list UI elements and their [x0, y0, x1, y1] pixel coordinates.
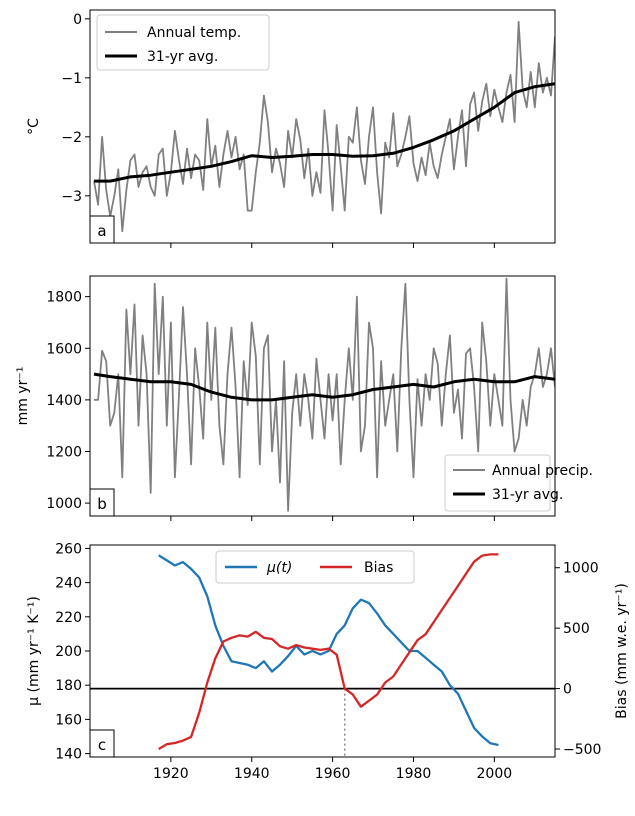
legend-label: Annual precip. — [492, 463, 593, 479]
plot-area-a — [93, 20, 555, 233]
panel-letter: b — [89, 488, 115, 517]
legend-label: Bias — [364, 560, 393, 576]
y-tick-label: 1400 — [46, 393, 82, 409]
panel-a-temperature: 0 −1 −2 −3 °C a Annual temp. 31-yr avg. — [26, 9, 556, 248]
y-tick-label: 1000 — [46, 496, 82, 512]
panel-letter-box — [89, 488, 115, 517]
plot-area-c — [90, 553, 555, 757]
y-tick-label: 0 — [73, 12, 82, 28]
x-tick-label: 1980 — [396, 766, 432, 782]
x-tick-label: 1940 — [234, 766, 270, 782]
panel-b-precipitation: 1000 1200 1400 1600 1800 mm yr⁻¹ b Annual preci… — [15, 275, 593, 521]
panel-letter: a — [89, 215, 115, 244]
y-tick-label: −2 — [61, 130, 82, 146]
plot-area-b — [93, 277, 555, 512]
y-right-tick-label: 1000 — [563, 561, 599, 577]
y-tick-label: 160 — [55, 712, 82, 728]
axes-frame — [89, 544, 556, 758]
panel-letter-text: a — [97, 222, 106, 240]
y-right-tick-label: 500 — [563, 621, 590, 637]
legend-label: μ(t) — [266, 560, 292, 576]
series-line-b-1 — [94, 277, 555, 512]
legend-label: Annual temp. — [147, 25, 241, 41]
y-axis-label: mm yr⁻¹ — [15, 367, 31, 426]
y-right-tick-label: −500 — [563, 742, 601, 758]
y-tick-label: 260 — [55, 541, 82, 557]
series-line-b-2 — [93, 372, 555, 402]
y-tick-label: 220 — [55, 610, 82, 626]
legend-a: Annual temp. 31-yr avg. — [96, 14, 270, 71]
legend-box — [96, 14, 270, 71]
y-axis-label: μ (mm yr⁻¹ K⁻¹) — [26, 596, 42, 706]
y-tick-label: 1800 — [46, 290, 82, 306]
legend-label: 31-yr avg. — [492, 487, 563, 503]
y-tick-label: 1200 — [46, 444, 82, 460]
x-tick-label: 2000 — [477, 766, 513, 782]
y-tick-label: 140 — [55, 747, 82, 763]
panel-letter-text: c — [98, 736, 106, 754]
legend-label: 31-yr avg. — [147, 49, 218, 65]
y-axis-label: °C — [26, 118, 42, 135]
y-tick-label: −3 — [61, 189, 82, 205]
series-line-c-1 — [158, 554, 499, 747]
legend-box — [215, 550, 415, 584]
series-line-a-2 — [94, 82, 555, 183]
axes-frame — [89, 9, 556, 244]
y-tick-label: 200 — [55, 644, 82, 660]
panel-letter: c — [89, 729, 115, 758]
y-right-axis-label: Bias (mm w.e. yr⁻¹) — [614, 583, 630, 719]
x-tick-label: 1920 — [153, 766, 189, 782]
series-line-c-2 — [158, 553, 499, 750]
legend-c: μ(t) Bias — [215, 550, 415, 584]
panel-letter-text: b — [97, 495, 107, 513]
y-tick-label: 240 — [55, 576, 82, 592]
axes-frame — [89, 275, 556, 517]
y-tick-label: 1600 — [46, 341, 82, 357]
panel-letter-box — [89, 729, 115, 758]
y-tick-label: 180 — [55, 678, 82, 694]
y-tick-label: −1 — [61, 71, 82, 87]
legend-b: Annual precip. 31-yr avg. — [444, 454, 593, 512]
panel-c-mu-bias: 140 160 180 200 220 240 260 −500 0 500 1000 1920 194… — [26, 541, 630, 782]
panel-letter-box — [89, 215, 115, 244]
x-tick-label: 1960 — [315, 766, 351, 782]
y-right-tick-label: 0 — [563, 682, 572, 698]
